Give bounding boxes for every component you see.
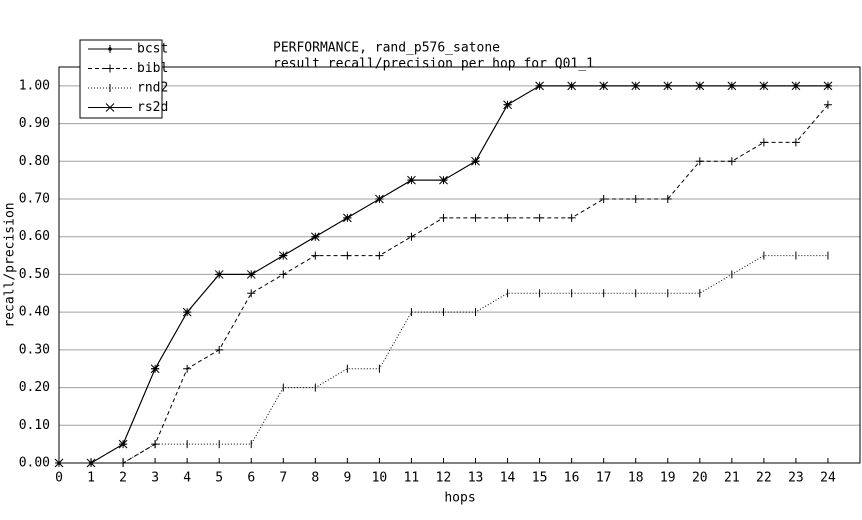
y-tick-label: 0.00 <box>19 456 50 471</box>
legend-box <box>79 39 163 119</box>
point-marker <box>150 364 160 374</box>
x-tick-label: 19 <box>660 471 676 486</box>
x-tick-label: 7 <box>279 471 287 486</box>
chart-subtitle: result recall/precision per hop for Q01_… <box>273 57 594 72</box>
x-tick-label: 17 <box>596 471 612 486</box>
point-marker <box>535 213 544 222</box>
legend-label: bcst <box>137 42 168 57</box>
point-marker <box>439 175 448 185</box>
x-tick-label: 3 <box>151 471 159 486</box>
chart-title: PERFORMANCE, rand_p576_satone <box>273 41 500 56</box>
point-marker <box>118 439 128 449</box>
point-marker <box>343 251 352 260</box>
x-tick-label: 0 <box>55 471 63 486</box>
x-tick-label: 11 <box>404 471 420 486</box>
x-axis-label: hops <box>444 491 475 506</box>
x-tick-label: 21 <box>724 471 740 486</box>
point-marker <box>375 194 384 204</box>
point-marker <box>631 195 640 203</box>
series-line <box>59 255 828 464</box>
point-marker <box>567 213 576 222</box>
point-marker <box>567 81 576 91</box>
point-marker <box>407 175 416 185</box>
point-marker <box>791 138 800 147</box>
point-marker <box>791 81 801 91</box>
point-marker <box>759 81 769 91</box>
point-marker <box>278 251 288 260</box>
point-marker <box>471 156 480 166</box>
legend-label: rs2d <box>137 100 168 115</box>
x-tick-label: 24 <box>820 471 836 486</box>
point-marker <box>823 81 833 91</box>
x-tick-label: 23 <box>788 471 804 486</box>
point-marker <box>727 157 736 166</box>
point-marker <box>503 213 512 222</box>
point-marker <box>310 232 320 242</box>
point-marker <box>503 100 512 110</box>
y-tick-label: 0.20 <box>19 380 50 395</box>
x-tick-label: 12 <box>436 471 452 486</box>
x-tick-label: 6 <box>247 471 255 486</box>
series-line <box>59 104 829 464</box>
point-marker <box>439 213 448 222</box>
x-tick-label: 9 <box>343 471 351 486</box>
point-marker <box>823 100 832 109</box>
point-marker <box>215 345 224 354</box>
point-marker <box>375 251 384 260</box>
plot-frame <box>58 66 861 464</box>
point-marker <box>663 195 672 203</box>
x-tick-label: 14 <box>500 471 516 486</box>
x-tick-label: 22 <box>756 471 772 486</box>
x-tick-label: 8 <box>311 471 319 486</box>
x-tick-label: 10 <box>372 471 388 486</box>
x-tick-label: 18 <box>628 471 644 486</box>
y-tick-label: 0.60 <box>19 229 50 244</box>
x-tick-label: 16 <box>564 471 580 486</box>
y-tick-label: 0.80 <box>19 154 50 169</box>
legend-label: bibl <box>137 61 168 76</box>
point-marker <box>86 458 96 468</box>
point-marker <box>183 364 192 373</box>
y-axis-label: recall/precision <box>3 202 18 327</box>
x-tick-label: 4 <box>183 471 191 486</box>
x-tick-label: 20 <box>692 471 708 486</box>
point-dot <box>108 47 112 51</box>
legend-label: rnd2 <box>137 81 168 96</box>
y-tick-label: 0.10 <box>19 418 50 433</box>
y-tick-label: 0.30 <box>19 342 50 357</box>
y-tick-label: 0.40 <box>19 305 50 320</box>
point-marker <box>599 195 608 203</box>
point-marker <box>246 270 256 279</box>
x-tick-label: 15 <box>532 471 548 486</box>
x-tick-label: 2 <box>119 471 127 486</box>
x-tick-label: 13 <box>468 471 484 486</box>
point-marker <box>214 270 224 279</box>
point-marker <box>247 289 256 298</box>
point-marker <box>727 81 737 91</box>
point-marker <box>343 213 352 223</box>
point-marker <box>599 81 609 91</box>
y-tick-label: 0.70 <box>19 192 50 207</box>
point-marker <box>407 232 416 241</box>
point-marker <box>311 251 320 260</box>
y-tick-label: 0.50 <box>19 267 50 282</box>
y-tick-label: 0.90 <box>19 116 50 131</box>
x-tick-label: 5 <box>215 471 223 486</box>
x-tick-label: 1 <box>87 471 95 486</box>
point-marker <box>54 458 64 468</box>
point-marker <box>695 157 704 166</box>
point-marker <box>182 307 192 317</box>
point-marker <box>471 213 480 222</box>
point-marker <box>279 270 288 279</box>
legend-marker <box>105 103 115 112</box>
point-marker <box>759 138 768 147</box>
point-marker <box>695 81 705 91</box>
point-marker <box>663 81 673 91</box>
point-marker <box>535 81 544 91</box>
point-marker <box>631 81 641 91</box>
legend-marker <box>106 64 114 73</box>
y-tick-label: 1.00 <box>19 78 50 93</box>
